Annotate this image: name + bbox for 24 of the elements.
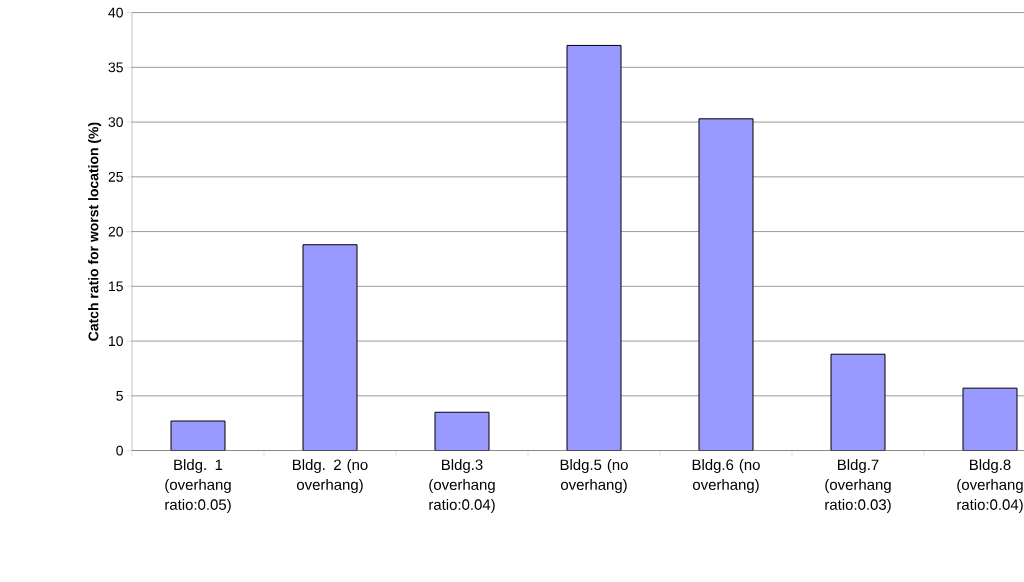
y-tick-label: 15 [109,281,123,292]
bar [698,118,754,451]
x-tick-label: Bldg.5 (no overhang) [560,459,628,493]
bar [962,387,1018,451]
x-tick-label: Bldg.8 (overhang ratio:0.04) [957,459,1023,513]
y-tick-label: 5 [116,390,123,401]
bar [566,44,622,451]
y-tick-label: 0 [116,445,123,456]
x-tick-label: Bldg.6 (no overhang) [692,459,760,493]
bar [830,353,886,451]
y-axis-title: Catch ratio for worst location (%) [88,122,102,341]
bar [434,411,490,451]
x-tick-label: Bldg.3 (overhang ratio:0.04) [429,459,495,513]
y-tick-label: 10 [109,336,123,347]
y-tick-label: 20 [108,226,123,237]
bar [302,244,358,451]
bar [170,420,226,451]
x-tick-label: Bldg. 1 (overhang ratio:0.05) [165,459,231,513]
x-tick-label: Bldg. 2 (no overhang) [293,459,368,493]
y-tick-label: 35 [108,62,123,73]
y-tick-label: 40 [108,7,123,18]
x-tick-label: Bldg.7 (overhang ratio:0.03) [825,459,891,513]
y-tick-label: 30 [108,117,123,128]
y-tick-label: 25 [108,171,123,182]
